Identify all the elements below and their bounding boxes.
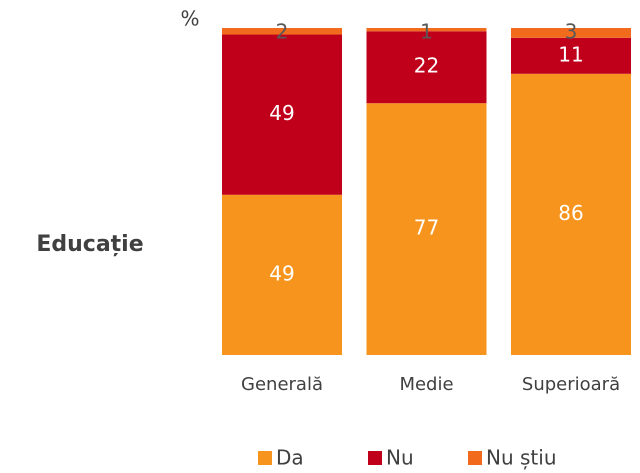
bar-segment [511,73,631,355]
legend-label: Nu [386,446,414,470]
x-tick-label: Superioară [522,374,620,395]
data-label: 77 [414,216,439,240]
legend-label: Da [276,446,304,470]
data-label: 49 [269,101,294,125]
data-label: 2 [276,20,289,44]
chart-title: Educație [36,232,143,257]
bar-segment [222,34,342,195]
bar-segment [511,28,631,38]
legend-swatch [468,451,482,465]
bar-segment [366,103,487,356]
bar-segment [366,28,487,32]
data-label: 22 [414,54,439,78]
data-label: 3 [565,20,578,44]
bar-segment [222,194,342,355]
bar-segment [511,37,631,74]
bar-segment [222,28,342,35]
bar-segment [366,31,487,104]
y-axis-label: % [180,7,199,31]
x-tick-label: Generală [241,374,323,395]
data-label: 11 [558,42,583,66]
data-label: 49 [269,261,294,285]
x-tick-label: Medie [399,374,453,395]
data-label: 1 [420,20,433,44]
data-label: 86 [558,201,583,225]
legend-swatch [258,451,272,465]
legend-label: Nu știu [486,446,557,470]
legend-swatch [368,451,382,465]
